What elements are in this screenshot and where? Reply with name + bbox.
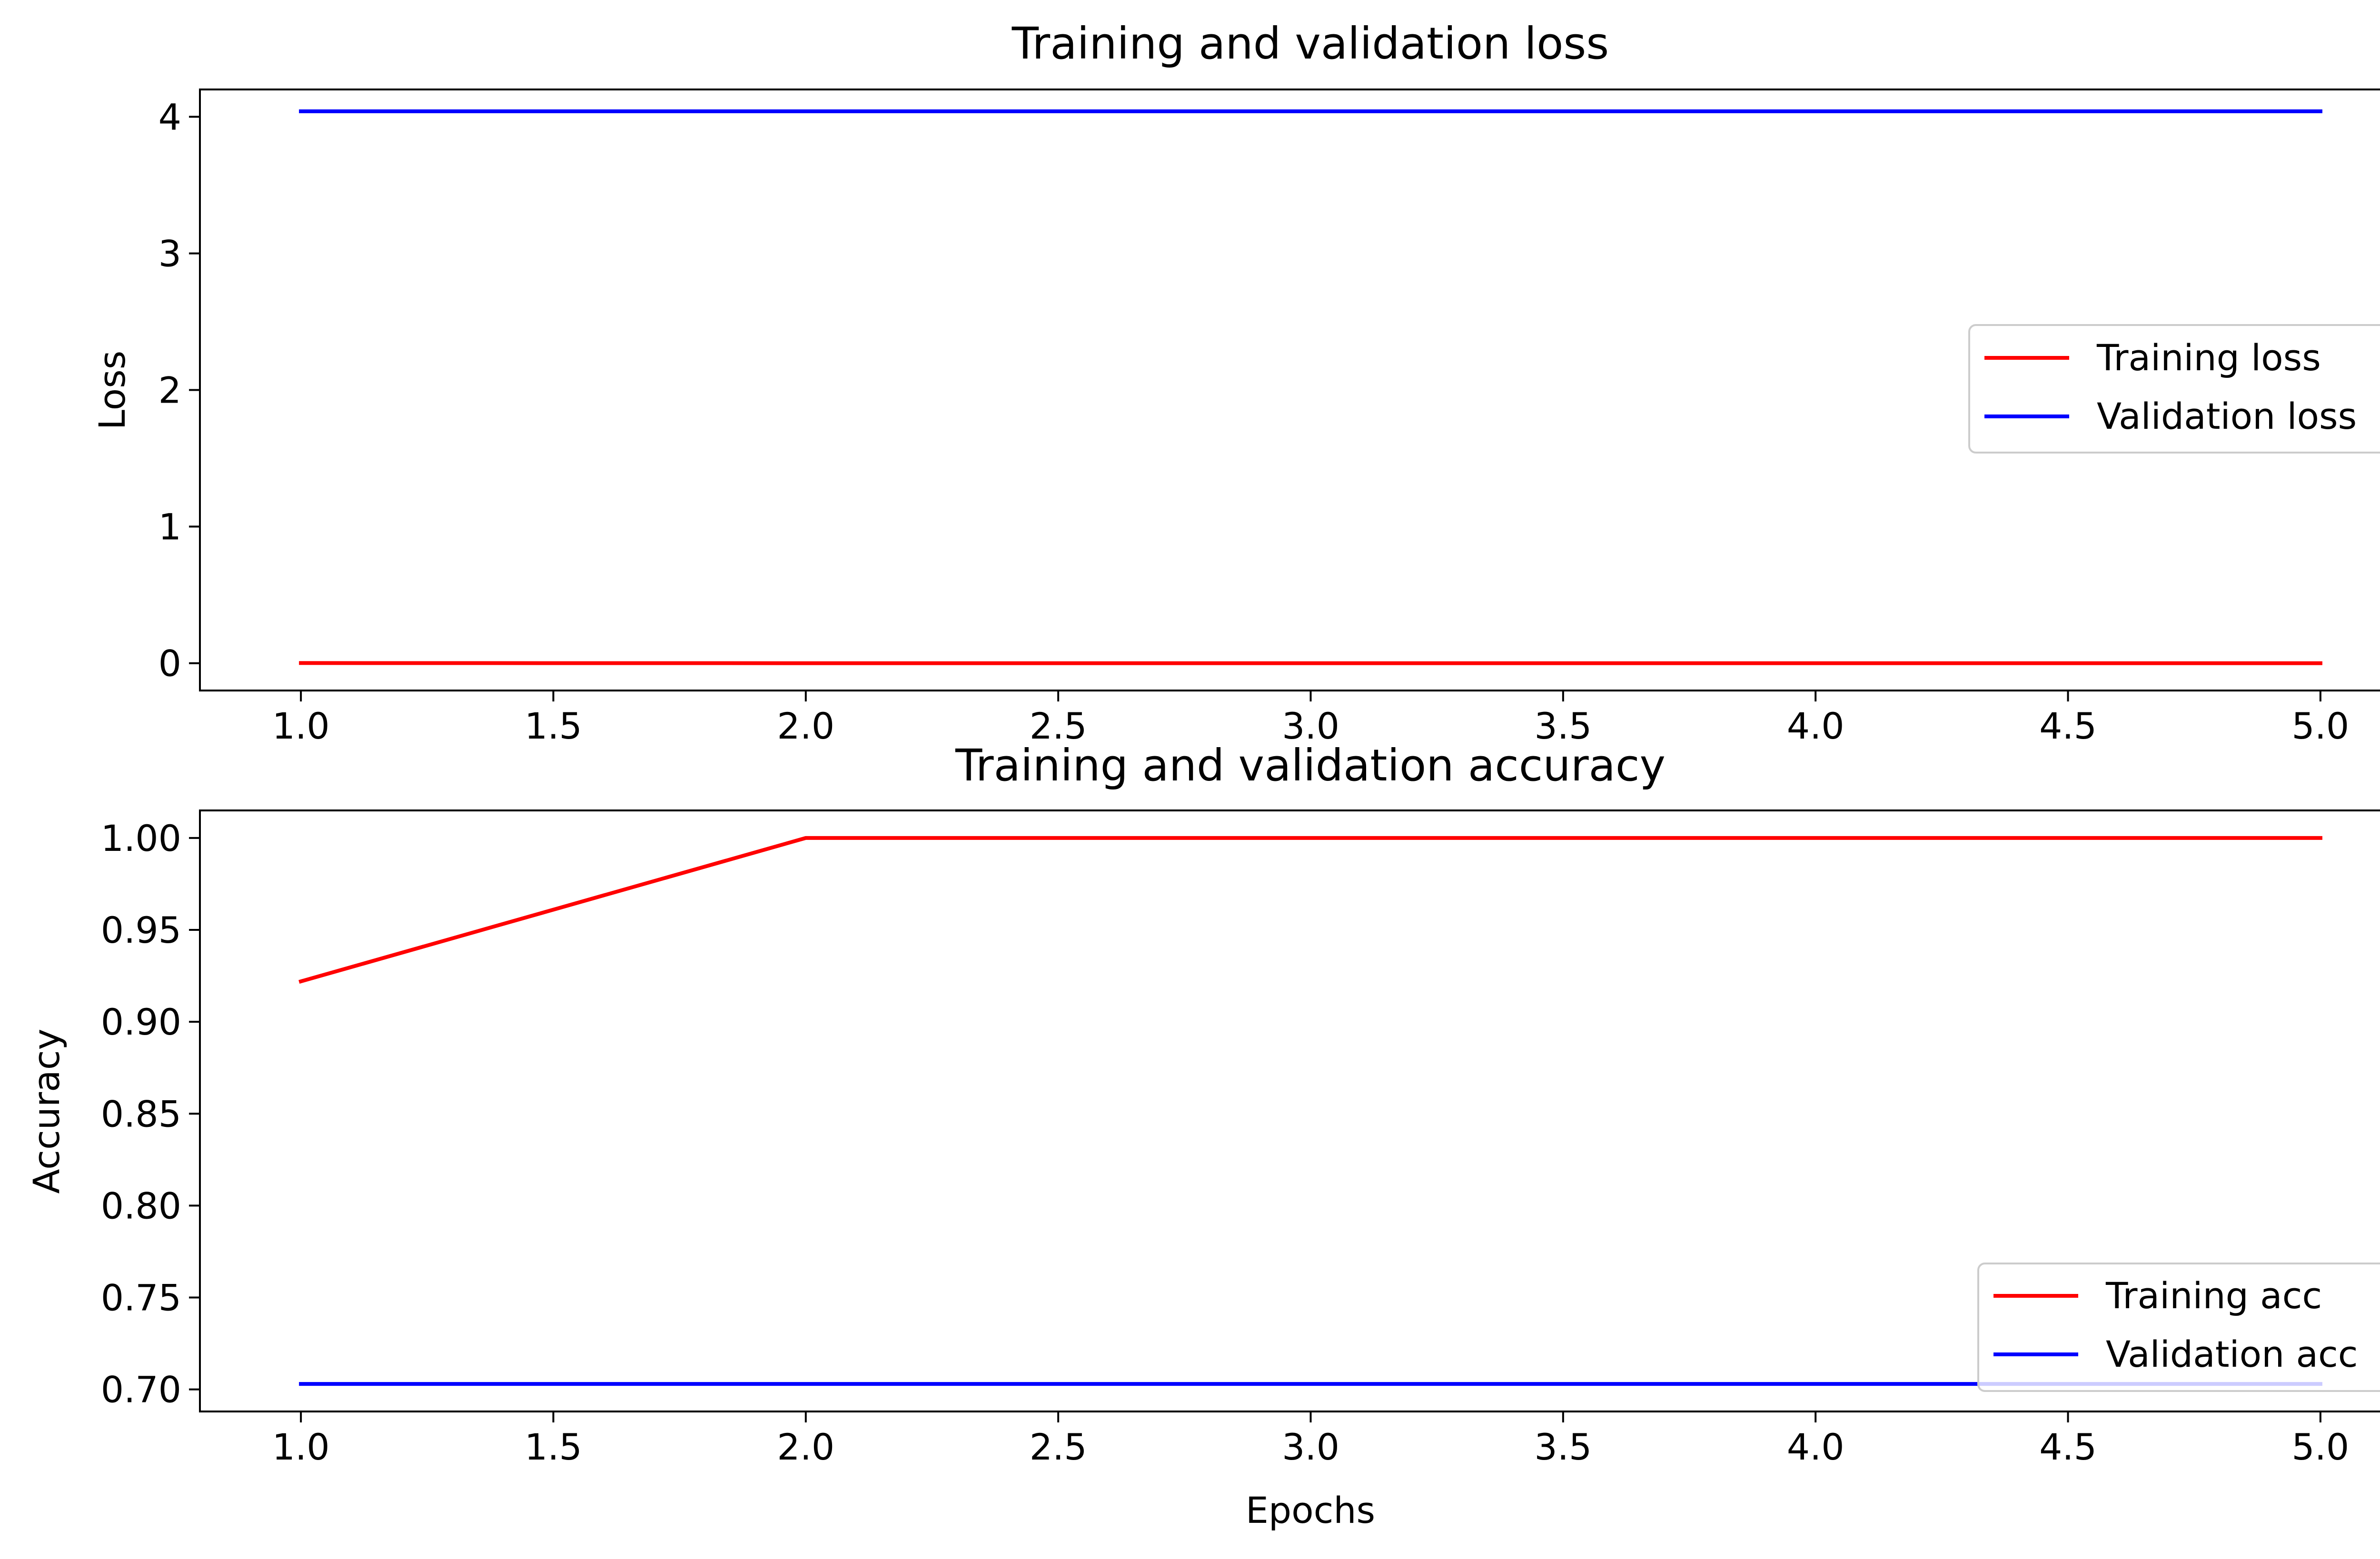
loss-chart-title: Training and validation loss [1012,18,1609,69]
loss-x-tick-label: 1.5 [525,705,582,747]
accuracy-legend: Training acc Validation acc [1978,1263,2380,1391]
loss-y-tick-label: 3 [159,232,181,275]
accuracy-x-tick-label: 1.5 [525,1426,582,1468]
accuracy-y-tick-label: 0.85 [101,1093,181,1135]
loss-legend-label-training: Training loss [2096,336,2321,379]
accuracy-y-tick-label: 0.80 [101,1184,181,1227]
accuracy-chart-panel: 1.0 1.5 2.0 2.5 3.0 3.5 4.0 4.5 5.0 0.70 0.75 0.80… [25,740,2380,1531]
loss-y-tick-label: 1 [159,506,181,548]
loss-x-tick-label: 4.5 [2039,705,2097,747]
accuracy-y-ticks: 0.70 0.75 0.80 0.85 0.90 0.95 1.00 [101,817,200,1411]
accuracy-x-tick-label: 4.5 [2039,1426,2097,1468]
accuracy-x-tick-label: 1.0 [272,1426,330,1468]
accuracy-y-tick-label: 0.90 [101,1001,181,1043]
loss-y-ticks: 0 1 2 3 4 [159,96,200,684]
accuracy-x-tick-label: 4.0 [1787,1426,1844,1468]
accuracy-x-tick-label: 3.5 [1534,1426,1592,1468]
accuracy-y-tick-label: 0.95 [101,909,181,951]
accuracy-x-tick-label: 5.0 [2291,1426,2349,1468]
loss-y-tick-label: 0 [159,642,181,685]
loss-y-tick-label: 2 [159,369,181,412]
loss-x-tick-label: 2.0 [777,705,834,747]
loss-y-axis-label: Loss [91,351,133,430]
accuracy-x-tick-label: 2.5 [1030,1426,1087,1468]
loss-y-tick-label: 4 [159,96,181,138]
accuracy-y-tick-label: 1.00 [101,817,181,859]
loss-legend: Training loss Validation loss [1969,325,2380,453]
accuracy-x-tick-label: 2.0 [777,1426,834,1468]
accuracy-legend-label-training: Training acc [2105,1274,2322,1317]
loss-x-tick-label: 4.0 [1787,705,1844,747]
loss-legend-label-validation: Validation loss [2097,395,2357,437]
accuracy-x-tick-label: 3.0 [1282,1426,1339,1468]
accuracy-x-axis-label: Epochs [1246,1489,1375,1531]
accuracy-y-tick-label: 0.75 [101,1277,181,1319]
loss-x-tick-label: 1.0 [272,705,330,747]
accuracy-chart-title: Training and validation accuracy [955,740,1666,791]
accuracy-legend-label-validation: Validation acc [2106,1333,2358,1375]
loss-x-tick-label: 5.0 [2291,705,2349,747]
accuracy-y-axis-label: Accuracy [25,1029,68,1194]
accuracy-y-tick-label: 0.70 [101,1369,181,1411]
accuracy-x-ticks: 1.0 1.5 2.0 2.5 3.0 3.5 4.0 4.5 5.0 [272,1411,2350,1468]
